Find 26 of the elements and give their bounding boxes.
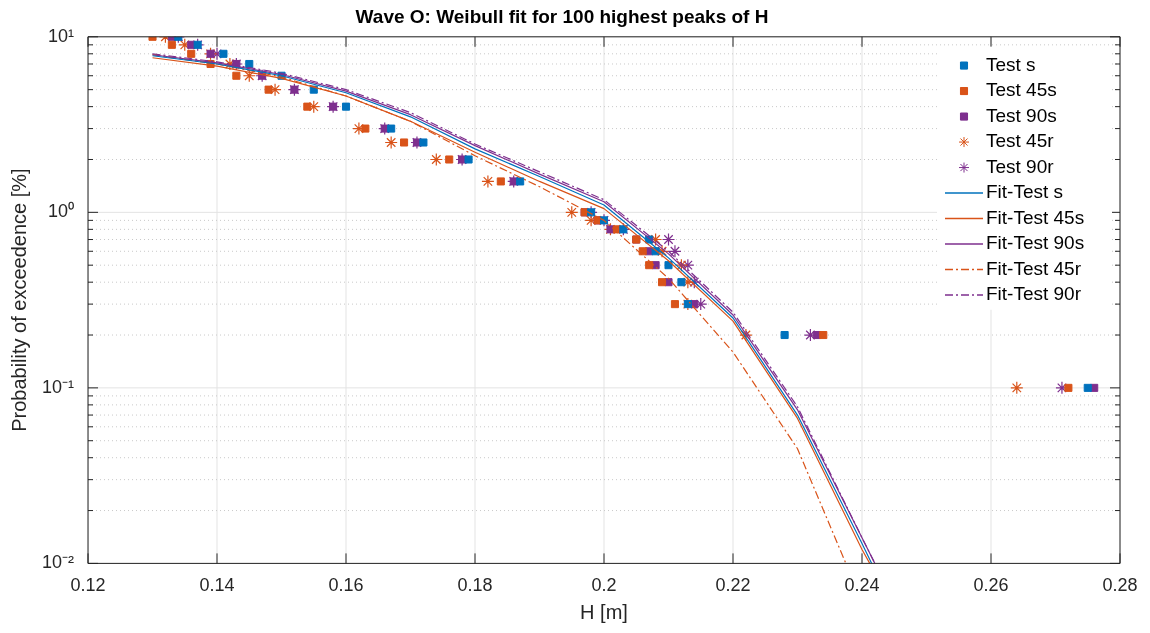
x-tick-label: 0.22 — [715, 575, 751, 596]
legend-label: Fit-Test 90r — [986, 283, 1082, 305]
legend-label: Test 45r — [986, 130, 1055, 152]
y-tick-label: 10⁻² — [42, 552, 75, 573]
x-tick-label: 0.16 — [328, 575, 364, 596]
chart-title: Wave O: Weibull fit for 100 highest peaks of H — [355, 5, 769, 27]
legend-label: Test 90r — [986, 155, 1055, 177]
legend-label: Fit-Test 90s — [986, 232, 1085, 254]
x-tick-label: 0.26 — [973, 575, 1009, 596]
legend-label: Fit-Test 45s — [986, 206, 1085, 228]
x-tick-label: 0.14 — [199, 575, 235, 596]
x-tick-label: 0.18 — [457, 575, 493, 596]
y-axis-title: Probability of exceedence [%] — [7, 168, 30, 432]
y-tick-label: 10⁻¹ — [42, 376, 75, 397]
y-tick-label: 10⁰ — [47, 201, 75, 222]
x-tick-label: 0.2 — [591, 575, 617, 596]
legend-label: Test s — [986, 53, 1036, 75]
x-axis-title: H [m] — [580, 600, 628, 623]
x-tick-label: 0.12 — [70, 575, 106, 596]
legend-label: Fit-Test s — [986, 181, 1064, 203]
x-tick-label: 0.24 — [844, 575, 880, 596]
x-tick-label: 0.28 — [1102, 575, 1138, 596]
legend-label: Fit-Test 45r — [986, 257, 1082, 279]
legend-label: Test 45s — [986, 79, 1057, 101]
legend-label: Test 90s — [986, 104, 1057, 126]
y-tick-label: 10¹ — [48, 25, 75, 46]
